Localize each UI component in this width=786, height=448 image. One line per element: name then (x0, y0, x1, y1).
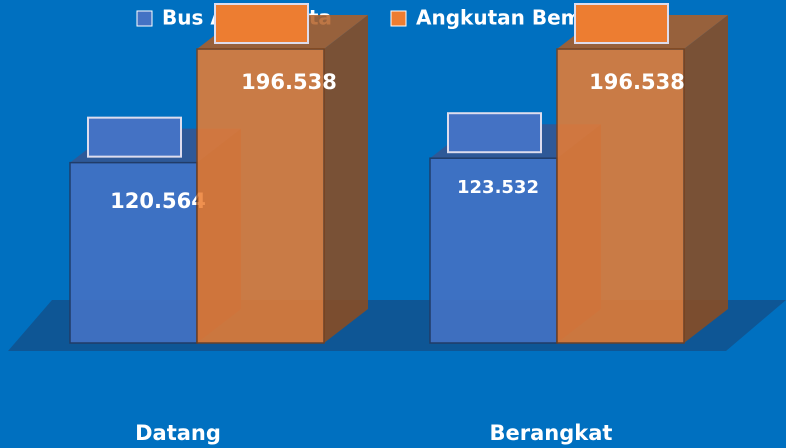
bar-side (324, 15, 368, 343)
data-label: 196.538 (241, 70, 337, 94)
legend-swatch (390, 10, 407, 27)
bar-cap (574, 3, 669, 44)
bar (429, 157, 558, 344)
bar (69, 161, 198, 344)
bar (196, 48, 325, 344)
data-label: 196.538 (589, 70, 685, 94)
bar-side (684, 15, 728, 343)
x-tick-label: Datang (135, 421, 221, 445)
data-label: 123.532 (457, 177, 539, 198)
data-label: 120.564 (110, 189, 206, 213)
bar-cap (87, 116, 182, 158)
legend-label: Angkutan Bemo (416, 6, 595, 30)
legend-swatch (136, 10, 153, 27)
bar (556, 48, 685, 344)
bar-cap (447, 112, 542, 154)
x-tick-label: Berangkat (490, 421, 613, 445)
bar-cap (214, 3, 309, 44)
